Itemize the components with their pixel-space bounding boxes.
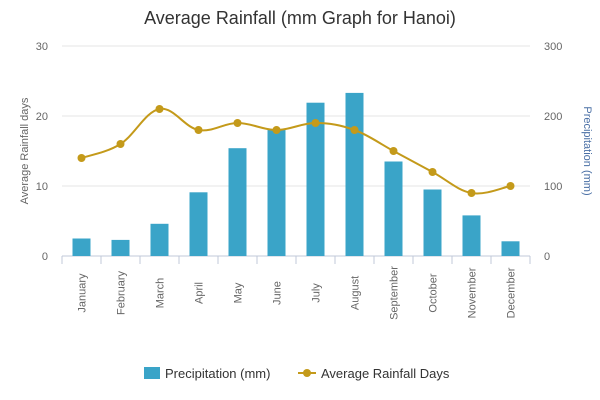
precipitation-bar[interactable]: [306, 102, 325, 256]
x-tick-label: February: [116, 270, 128, 315]
precipitation-bar[interactable]: [150, 223, 169, 256]
legend[interactable]: Precipitation (mm) Average Rainfall Days: [144, 366, 450, 381]
rainfall-days-point[interactable]: [116, 140, 125, 148]
rainfall-days-point[interactable]: [350, 126, 359, 134]
grid-lines: [61, 45, 531, 264]
right-tick-label: 300: [544, 41, 562, 53]
chart-title: Average Rainfall (mm Graph for Hanoi): [144, 8, 456, 28]
legend-precipitation-swatch[interactable]: [144, 367, 160, 379]
precipitation-bar[interactable]: [189, 192, 208, 256]
x-axis-ticks: January February March April May June July Augu…: [77, 266, 518, 320]
precipitation-bar[interactable]: [501, 241, 520, 256]
rainfall-days-point[interactable]: [77, 154, 86, 162]
precipitation-bar[interactable]: [228, 148, 247, 256]
rainfall-days-point[interactable]: [428, 168, 437, 176]
rainfall-days-point[interactable]: [155, 105, 164, 113]
x-tick-label: April: [194, 282, 206, 304]
x-tick-label: July: [311, 283, 323, 303]
x-tick-label: October: [428, 273, 440, 312]
legend-precipitation-label[interactable]: Precipitation (mm): [165, 366, 270, 381]
right-tick-label: 100: [544, 181, 562, 193]
right-axis-ticks: 0 100 200 300: [544, 41, 562, 263]
legend-rainfall-marker[interactable]: [303, 369, 311, 377]
x-tick-label: November: [467, 267, 479, 318]
legend-rainfall-label[interactable]: Average Rainfall Days: [321, 366, 450, 381]
left-axis-ticks: 0 10 20 30: [36, 41, 48, 263]
precipitation-bar[interactable]: [267, 129, 286, 256]
left-tick-label: 20: [36, 111, 48, 123]
x-tick-label: September: [389, 266, 401, 320]
x-tick-label: May: [233, 282, 245, 303]
precipitation-bar[interactable]: [111, 239, 130, 256]
rainfall-days-point[interactable]: [506, 182, 515, 190]
x-tick-label: August: [350, 276, 362, 310]
x-tick-label: March: [155, 278, 167, 309]
precipitation-bars: [72, 92, 520, 257]
right-tick-label: 0: [544, 251, 550, 263]
left-axis-title: Average Rainfall days: [19, 97, 31, 204]
left-tick-label: 30: [36, 41, 48, 53]
x-tick-label: January: [77, 273, 89, 313]
left-tick-label: 10: [36, 181, 48, 193]
left-tick-label: 0: [42, 251, 48, 263]
rainfall-days-point[interactable]: [467, 189, 476, 197]
rainfall-days-line-path: [81, 107, 511, 195]
right-axis-title: Precipitation (mm): [581, 106, 593, 195]
rainfall-days-point[interactable]: [272, 126, 281, 134]
rainfall-days-point[interactable]: [233, 119, 242, 127]
precipitation-bar[interactable]: [423, 189, 442, 257]
precipitation-bar[interactable]: [462, 215, 481, 256]
precipitation-bar[interactable]: [345, 92, 364, 257]
precipitation-bar[interactable]: [384, 161, 403, 257]
precipitation-bar[interactable]: [72, 238, 91, 257]
rainfall-days-line: [77, 105, 515, 197]
x-tick-label: June: [272, 281, 284, 305]
rainfall-days-point[interactable]: [311, 119, 320, 127]
x-tick-label: December: [506, 267, 518, 318]
right-tick-label: 200: [544, 111, 562, 123]
rainfall-days-point[interactable]: [389, 147, 398, 155]
rainfall-days-point[interactable]: [194, 126, 203, 134]
